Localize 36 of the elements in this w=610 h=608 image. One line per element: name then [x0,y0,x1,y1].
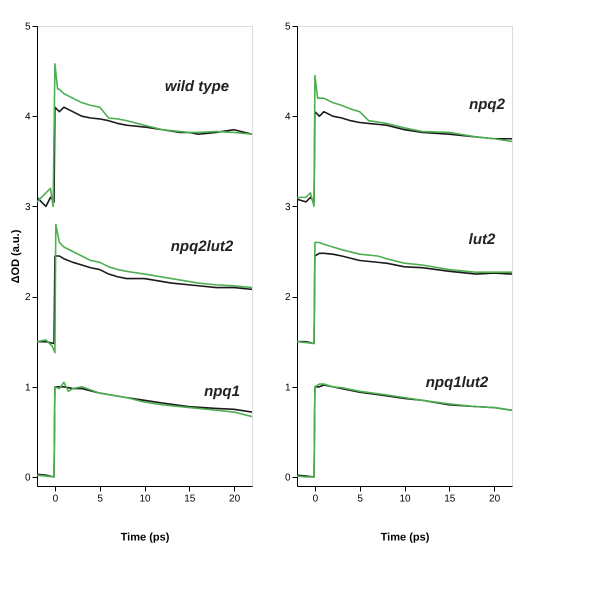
y-tick-label: 5 [284,22,291,32]
line-series [37,106,252,208]
x-tick-label: 20 [489,494,501,504]
y-tick-label: 5 [24,22,31,32]
y-tick-label: 3 [24,202,31,213]
y-axis-title: ΔOD (a.u.) [10,229,22,284]
line-series [37,255,252,344]
annotation: npq1lut2 [426,374,489,391]
y-tick-label: 0 [24,472,31,484]
y-tick-label: 4 [284,112,291,123]
x-tick-label: 0 [52,494,59,504]
x-axis-title: Time (ps) [120,532,170,544]
y-tick-label: 2 [24,292,31,304]
annotation: npq2 [469,96,506,113]
y-tick-label: 4 [24,112,31,123]
y-tick-label: 1 [24,382,31,394]
x-tick-label: 15 [444,494,456,504]
x-tick-label: 5 [97,494,104,504]
x-tick-label: 10 [399,494,411,504]
line-series [297,74,512,208]
annotation: npq2lut2 [170,238,234,255]
x-tick-label: 5 [357,494,364,504]
x-tick-label: 15 [184,494,196,504]
x-tick-label: 20 [229,494,241,504]
annotation: lut2 [468,231,496,248]
x-axis-title: Time (ps) [380,532,430,544]
line-series [37,63,252,208]
annotation: wild type [164,78,230,95]
y-tick-label: 0 [284,472,291,484]
annotation: npq1 [204,383,240,400]
y-tick-label: 3 [284,202,291,213]
x-tick-label: 0 [312,494,319,504]
y-tick-label: 1 [284,382,291,394]
y-tick-label: 2 [284,292,291,304]
line-series [37,224,252,354]
x-tick-label: 10 [139,494,151,504]
